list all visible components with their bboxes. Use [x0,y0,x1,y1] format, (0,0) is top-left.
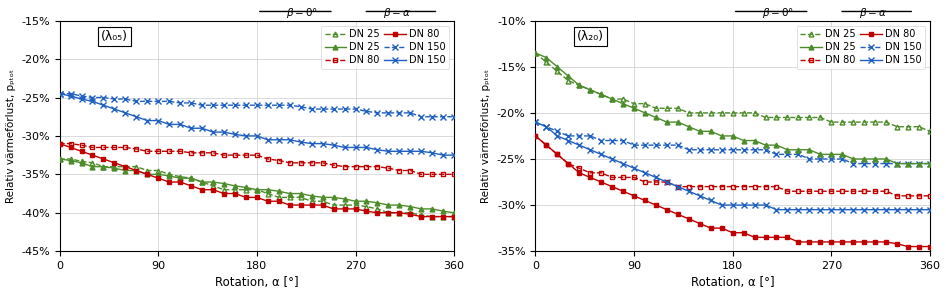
Legend: DN 25, DN 25, DN 80, DN 80, DN 150, DN 150: DN 25, DN 25, DN 80, DN 80, DN 150, DN 1… [321,26,449,69]
Text: $\beta = \alpha$: $\beta = \alpha$ [859,6,886,19]
Text: (λ₂₀): (λ₂₀) [577,30,604,43]
Text: $\beta = 0°$: $\beta = 0°$ [286,6,319,19]
X-axis label: Rotation, α [°]: Rotation, α [°] [691,276,775,289]
Y-axis label: Relativ värmeförlust, pₚₜₒₜ: Relativ värmeförlust, pₚₜₒₜ [482,69,491,203]
X-axis label: Rotation, α [°]: Rotation, α [°] [215,276,299,289]
Text: (λ₀₅): (λ₀₅) [101,30,129,43]
Y-axis label: Relativ värmeförlust, pₚₜₒₜ: Relativ värmeförlust, pₚₜₒₜ [6,69,15,203]
Text: $\beta = 0°$: $\beta = 0°$ [762,6,794,19]
Legend: DN 25, DN 25, DN 80, DN 80, DN 150, DN 150: DN 25, DN 25, DN 80, DN 80, DN 150, DN 1… [797,26,925,69]
Text: $\beta = \alpha$: $\beta = \alpha$ [383,6,411,19]
